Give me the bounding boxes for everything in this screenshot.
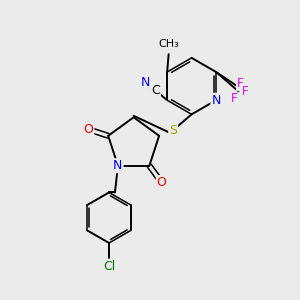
Text: O: O	[83, 123, 93, 136]
Text: N: N	[113, 159, 123, 172]
Text: N: N	[212, 94, 221, 107]
Text: F: F	[242, 85, 248, 98]
Text: N: N	[141, 76, 150, 89]
Text: CH₃: CH₃	[158, 39, 179, 49]
Text: F: F	[231, 92, 237, 105]
Text: C: C	[151, 84, 160, 97]
Text: O: O	[157, 176, 166, 189]
Text: F: F	[236, 77, 243, 90]
Text: S: S	[169, 124, 177, 137]
Text: Cl: Cl	[103, 260, 115, 273]
